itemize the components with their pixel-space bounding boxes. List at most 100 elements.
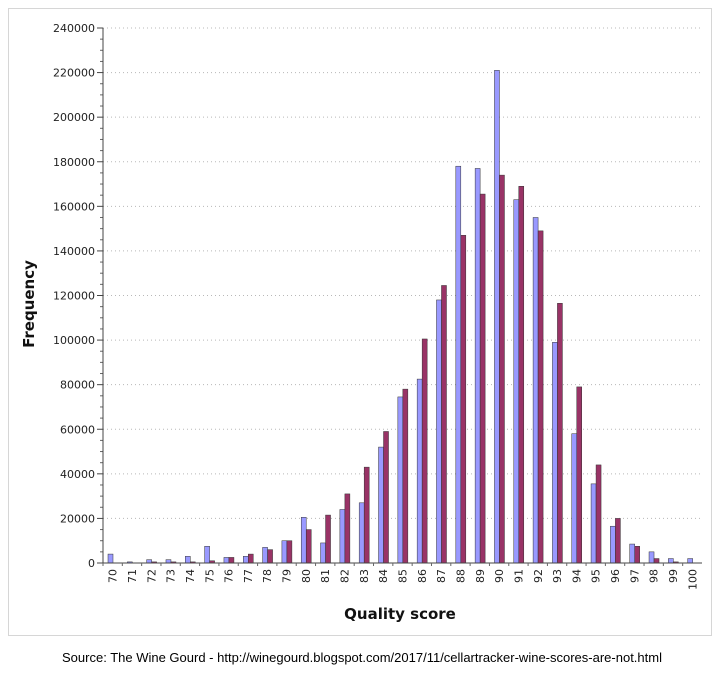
bar-series-a (281, 540, 288, 564)
axes (97, 27, 702, 566)
x-tick-label: 90 (493, 569, 506, 583)
y-tick-label: 0 (88, 557, 95, 570)
y-tick-label: 40000 (60, 468, 95, 481)
x-tick-label: 91 (512, 569, 525, 583)
y-axis-title: Frequency (20, 260, 38, 348)
bar-series-b (286, 540, 293, 564)
x-tick-label: 71 (126, 569, 139, 583)
x-tick-label: 74 (184, 569, 197, 583)
bar-series-a (532, 217, 539, 564)
chart-frame: 0 20000 40000 60000 80000 100000 120000 140000 1… (8, 8, 712, 636)
bar-series-a (648, 551, 655, 564)
bar-series-b (344, 493, 351, 564)
bar-series-a (107, 553, 114, 564)
bar-series-a (513, 199, 520, 564)
x-tick-label: 70 (107, 569, 120, 583)
bar-series-b (557, 303, 563, 564)
bar-series-b (421, 338, 428, 564)
bar-series-b (537, 230, 544, 564)
x-tick-label: 87 (435, 569, 448, 583)
x-tick-label: 78 (261, 569, 274, 583)
bar-series-a (668, 558, 674, 564)
bar-series-b (576, 386, 582, 564)
x-tick-label: 72 (145, 569, 158, 583)
bar-series-b (460, 235, 467, 564)
y-tick-label: 200000 (53, 111, 95, 124)
bar-series-b (615, 518, 621, 564)
bar-series-a (223, 557, 230, 564)
y-tick-label: 20000 (60, 512, 95, 525)
bar-series-a (358, 502, 365, 564)
y-tick-label: 180000 (53, 156, 95, 169)
bar-series-b (228, 557, 235, 564)
x-tick-label: 96 (609, 569, 622, 583)
x-tick-label: 89 (474, 569, 487, 583)
x-tick-label: 85 (397, 569, 410, 583)
frequency-bar-chart: 0 20000 40000 60000 80000 100000 120000 140000 1… (20, 22, 702, 623)
y-tick-label: 80000 (60, 379, 95, 392)
bar-series-b (441, 285, 447, 564)
bar-series-a (494, 70, 500, 564)
bar-series-a (146, 559, 152, 564)
bar-series-a (185, 556, 191, 564)
source-note: Source: The Wine Gourd - http://winegour… (62, 650, 662, 665)
x-tick-label: 93 (551, 569, 564, 583)
x-tick-label: 95 (590, 569, 603, 583)
bar-series-a (300, 517, 307, 564)
y-tick-labels: 0 20000 40000 60000 80000 100000 120000 140000 1… (53, 22, 95, 570)
y-tick-label: 100000 (53, 334, 95, 347)
bar-series-a (552, 342, 558, 564)
x-tick-label: 100 (686, 569, 699, 590)
x-tick-label: 76 (223, 569, 236, 583)
bar-series-b (363, 466, 370, 564)
bar-series-b (248, 553, 254, 564)
y-tick-label: 220000 (53, 67, 95, 80)
x-tick-label: 83 (358, 569, 371, 583)
y-tick-label: 240000 (53, 22, 95, 35)
bar-series-b (383, 431, 389, 564)
bar-series-b (402, 388, 409, 564)
bar-series-a (416, 378, 423, 564)
x-tick-label: 75 (203, 569, 216, 583)
x-tick-label: 94 (570, 569, 583, 583)
y-tick-label: 60000 (60, 423, 95, 436)
y-tick-label: 160000 (53, 200, 95, 213)
bar-series-b (479, 193, 486, 564)
y-tick-label: 140000 (53, 245, 95, 258)
bars (107, 70, 693, 564)
bar-series-a (320, 542, 326, 564)
bar-series-a (262, 547, 268, 564)
x-tick-label: 97 (628, 569, 641, 583)
bar-series-a (204, 546, 210, 564)
bar-series-a (165, 559, 172, 564)
bar-series-a (610, 525, 616, 564)
x-tick-label: 86 (416, 569, 429, 583)
bar-series-b (595, 464, 602, 564)
x-tick-label: 99 (667, 569, 680, 583)
x-tick-label: 82 (339, 569, 352, 583)
x-tick-labels: 70 71 72 73 74 75 76 77 78 79 80 81 82 83 84 85 86 87 88 89… (107, 569, 700, 590)
x-tick-label: 81 (319, 569, 332, 583)
bar-series-b (634, 546, 640, 564)
bar-series-a (687, 558, 693, 564)
x-tick-label: 88 (454, 569, 467, 583)
bar-series-b (267, 549, 273, 564)
x-tick-label: 84 (377, 569, 390, 583)
y-tick-label: 120000 (53, 290, 95, 303)
bar-series-a (378, 446, 384, 564)
bar-series-a (629, 543, 635, 564)
x-tick-label: 77 (242, 569, 255, 583)
bar-series-b (499, 174, 505, 564)
bar-series-b (305, 529, 312, 564)
bar-series-a (436, 299, 442, 564)
x-tick-label: 92 (532, 569, 545, 583)
x-tick-label: 73 (165, 569, 178, 583)
bar-series-b (325, 514, 331, 564)
bar-series-a (397, 396, 404, 564)
bar-series-b (653, 558, 660, 564)
x-tick-label: 79 (281, 569, 294, 583)
bar-series-a (590, 483, 597, 564)
x-axis-title: Quality score (344, 605, 456, 623)
x-tick-label: 98 (648, 569, 661, 583)
bar-series-a (571, 433, 577, 564)
